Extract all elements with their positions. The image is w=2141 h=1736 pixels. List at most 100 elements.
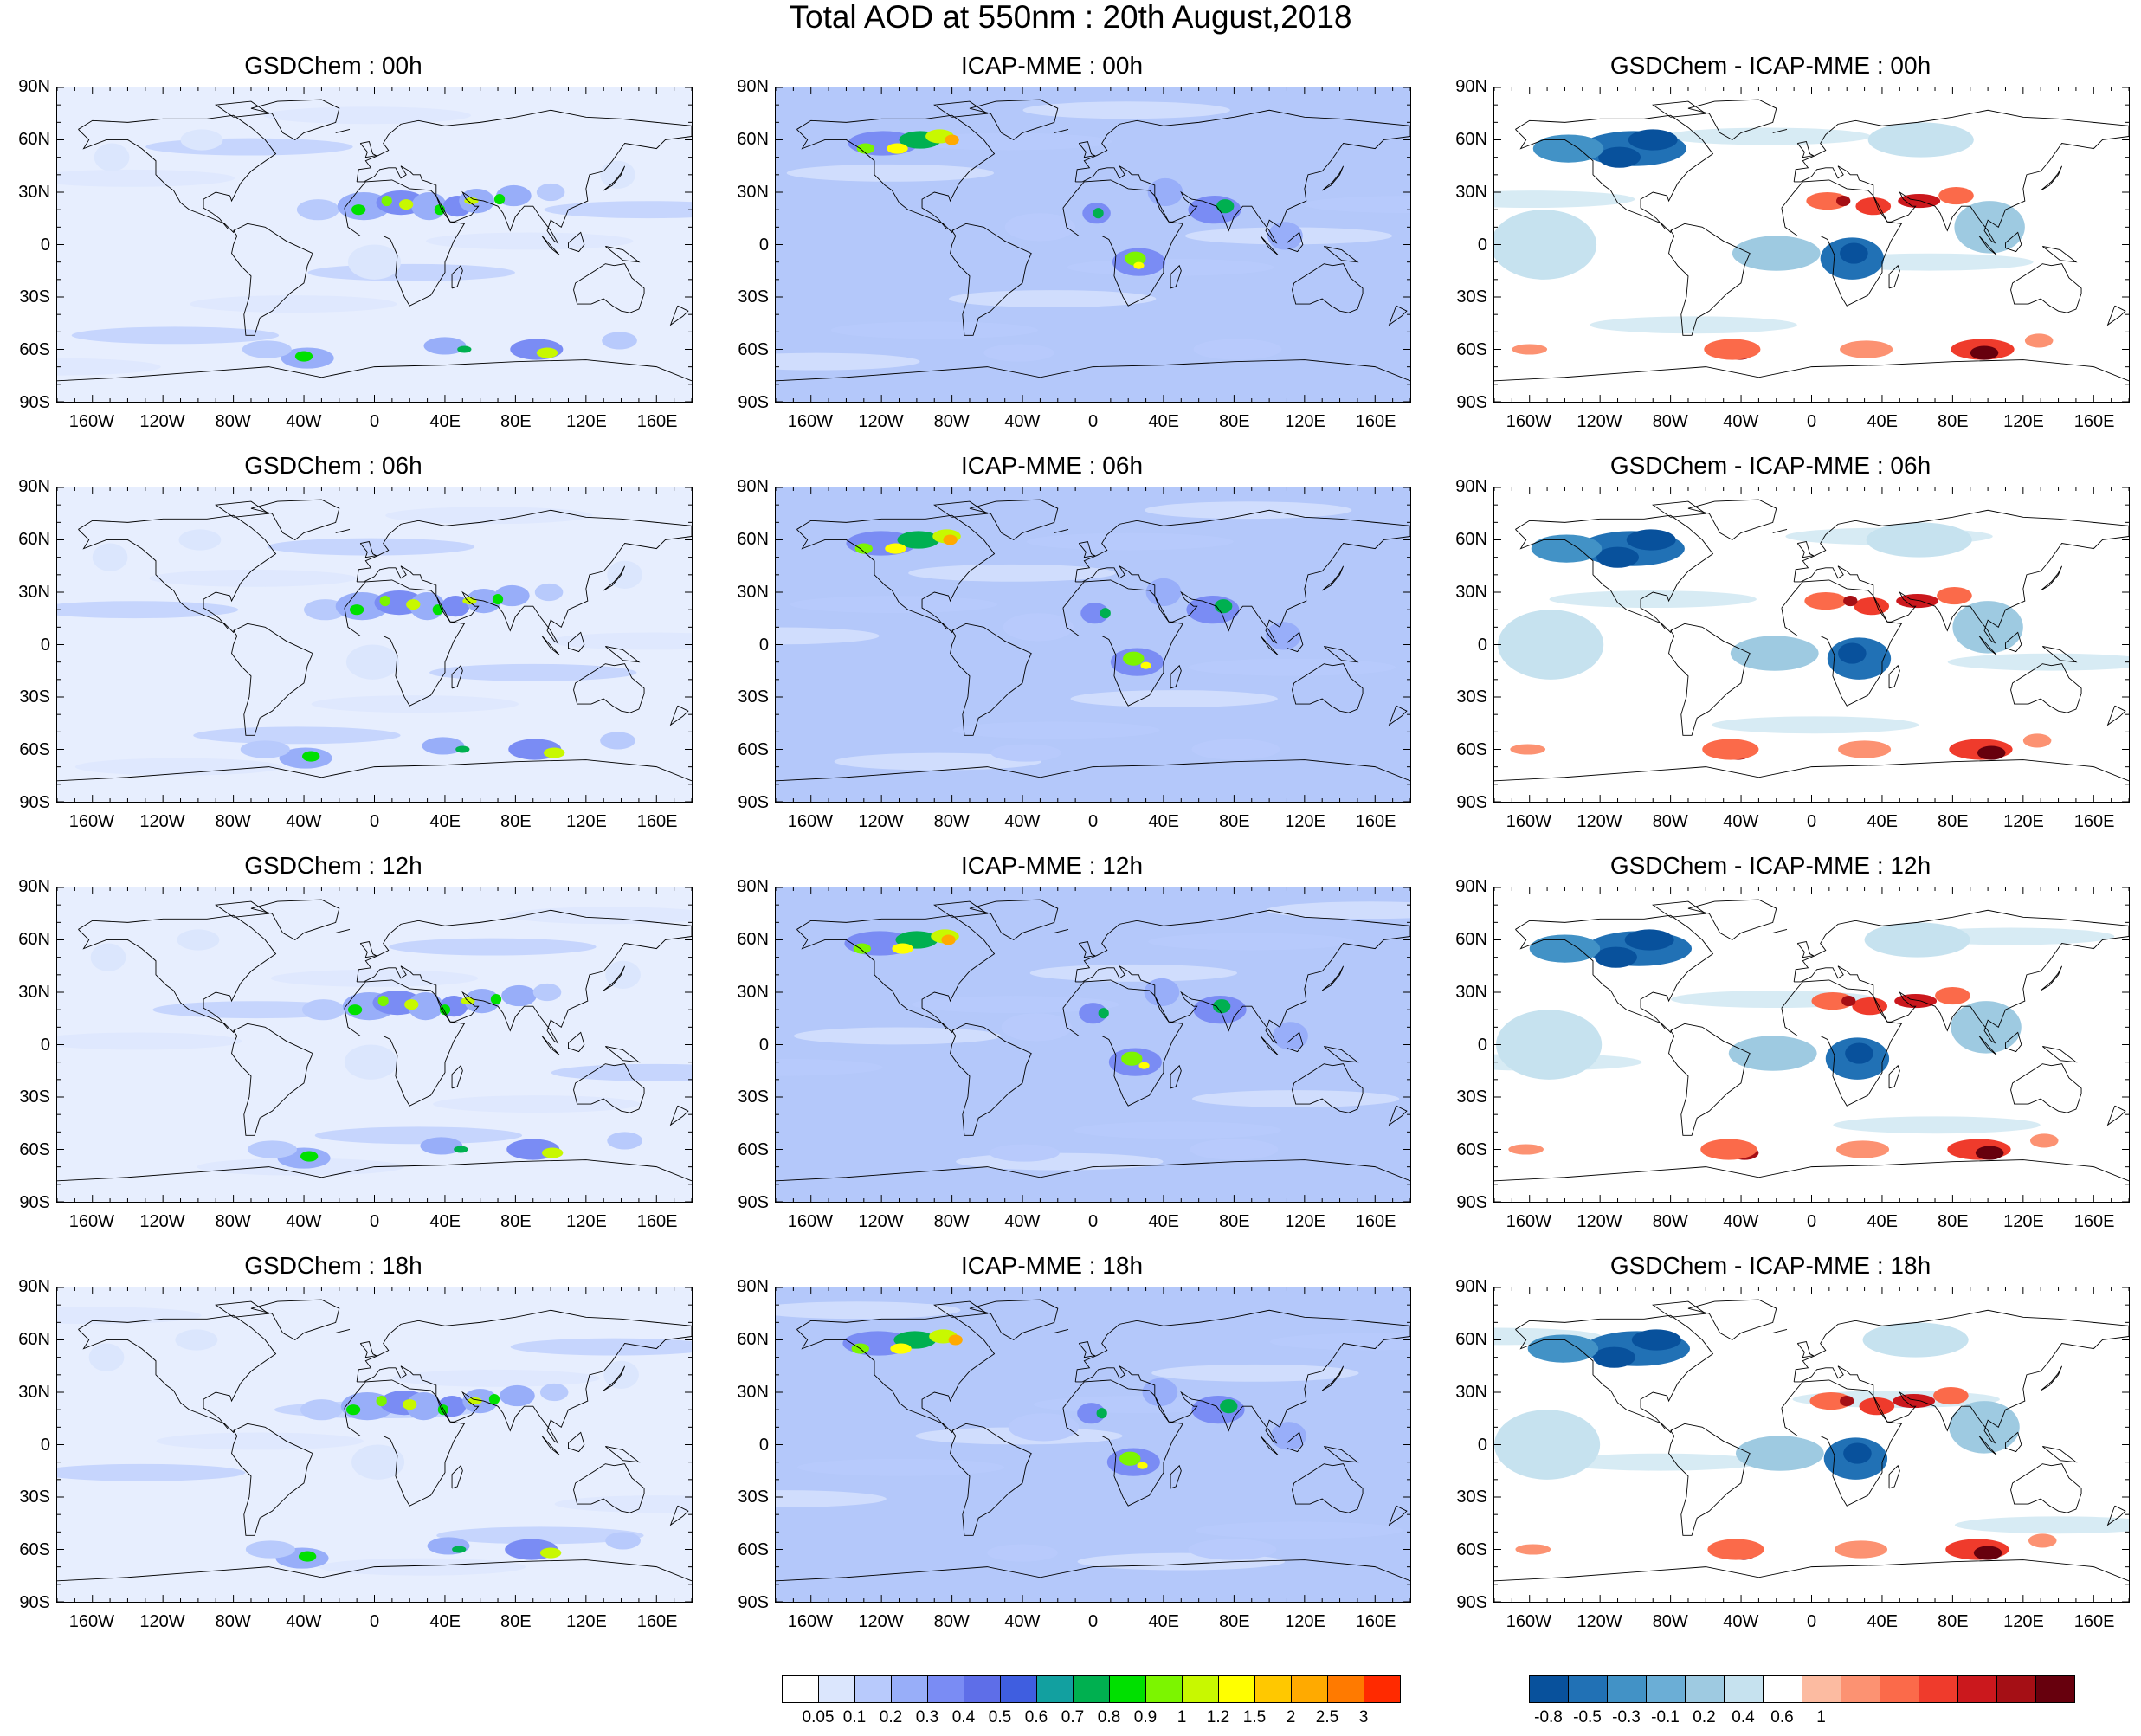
colorbar-swatch [1685, 1675, 1725, 1703]
lat-label: 30N [18, 1382, 50, 1402]
aod-blob [495, 184, 532, 207]
map-panel: ICAP-MME : 00h 90N 60N 30N 0 30S 60S 90S 160W 120… [719, 50, 1411, 457]
field-streak [1711, 716, 1919, 734]
lon-label: 160W [68, 1212, 114, 1231]
lon-label: 80W [215, 1212, 251, 1231]
aod-blob [452, 1546, 467, 1553]
panel-title: ICAP-MME : 12h [960, 852, 1144, 879]
coastline [1978, 1036, 1997, 1055]
coastline [250, 499, 340, 541]
aod-blob [349, 604, 364, 616]
lon-label: 120E [566, 1612, 607, 1631]
aod-blob [1515, 1544, 1551, 1555]
lon-label: 120E [566, 1212, 607, 1231]
lat-label: 60S [1456, 340, 1487, 360]
lon-label: 120E [2003, 812, 2044, 831]
aod-blob [1191, 739, 1280, 760]
colorbar-swatch [1607, 1675, 1647, 1703]
lon-label: 80E [1938, 412, 1969, 431]
coastline [1978, 236, 1997, 255]
coastline [1687, 99, 1777, 141]
map-panel: GSDChem - ICAP-MME : 18h 90N 60N 30N 0 30S 60S… [1437, 1250, 2130, 1657]
aod-blob [381, 196, 392, 207]
coastline [359, 941, 377, 958]
aod-blob [245, 1540, 295, 1559]
colorbar-swatch [1529, 1675, 1569, 1703]
lon-label: 160W [787, 1612, 833, 1631]
aod-blob [602, 332, 637, 350]
lat-label: 0 [40, 635, 50, 655]
aod-blob [408, 992, 443, 1021]
aod-blob [1811, 992, 1854, 1010]
coastline [250, 1299, 340, 1341]
aod-blob [1529, 934, 1601, 963]
coastline [250, 899, 340, 941]
aod-blob [177, 929, 220, 951]
aod-blob [379, 596, 390, 607]
lon-label: 80W [1652, 1612, 1688, 1631]
field-streak [1494, 190, 1635, 209]
lat-label: 90S [1456, 393, 1487, 412]
colorbar-label: 1 [1177, 1708, 1187, 1726]
lon-label: 160E [636, 412, 678, 431]
lon-label: 120E [2003, 1612, 2044, 1631]
colorbar-swatch [1327, 1675, 1364, 1703]
field-streak [554, 1495, 692, 1513]
aod-blob [1271, 1422, 1306, 1450]
lon-label: 0 [1087, 412, 1099, 431]
lon-label: 120W [139, 1212, 185, 1231]
colorbar-label: 0.6 [1024, 1708, 1048, 1726]
colorbar-swatch [818, 1675, 855, 1703]
lon-label: 160W [1506, 812, 1551, 831]
field-streak [544, 201, 692, 219]
lat-label: 30S [738, 1488, 769, 1507]
aod-blob [180, 129, 223, 151]
map-panel: GSDChem - ICAP-MME : 06h 90N 60N 30N 0 30S 60S… [1437, 450, 2130, 857]
aod-blob [1079, 1003, 1107, 1024]
map-frame [1493, 487, 2130, 803]
field-streak [145, 138, 353, 156]
coastline [603, 565, 626, 591]
coastline [356, 909, 692, 1044]
field-streak [57, 358, 161, 376]
coastline [1494, 759, 2129, 782]
coastline [2041, 646, 2078, 663]
colorbar-label: 0.8 [1097, 1708, 1121, 1726]
aod-blob [1836, 1140, 1890, 1158]
lat-label: 30N [18, 982, 50, 1002]
aod-blob [1624, 929, 1674, 951]
field-streak [1145, 501, 1352, 520]
field-streak [1789, 958, 1996, 977]
colorbar-swatch [1957, 1675, 1997, 1703]
lon-label: 0 [1087, 812, 1099, 831]
lon-label: 160W [68, 1612, 114, 1631]
lon-label: 80W [1652, 1212, 1688, 1231]
coastline [1287, 631, 1304, 653]
aod-blob [175, 1329, 218, 1351]
lon-label: 40W [1004, 412, 1041, 431]
aod-blob [423, 337, 467, 355]
coastline [1260, 1036, 1279, 1055]
field-streak [307, 263, 515, 281]
aod-blob [1841, 996, 1856, 1007]
panel-title: GSDChem - ICAP-MME : 06h [1609, 452, 1931, 479]
aod-blob [1125, 251, 1146, 266]
lon-label: 0 [1806, 1612, 1817, 1631]
aod-blob [1193, 339, 1282, 360]
coastline [359, 541, 377, 558]
aod-blob [1855, 197, 1892, 216]
lon-label: 80E [1219, 1612, 1250, 1631]
aod-blob [1096, 1408, 1107, 1419]
lat-label: 30S [738, 687, 769, 707]
field-streak [952, 721, 1160, 739]
aod-blob [1137, 1462, 1148, 1469]
coastline [568, 231, 585, 253]
lon-label: 80W [1652, 812, 1688, 831]
map-panel: ICAP-MME : 12h 90N 60N 30N 0 30S 60S 90S 160W 120… [719, 850, 1411, 1257]
colorbar-swatch [782, 1675, 819, 1703]
colorbar-swatch [1841, 1675, 1880, 1703]
lat-label: 60S [738, 1540, 769, 1560]
aod-blob [607, 1132, 642, 1150]
aod-blob [1004, 213, 1076, 242]
coastline [1321, 565, 1345, 591]
